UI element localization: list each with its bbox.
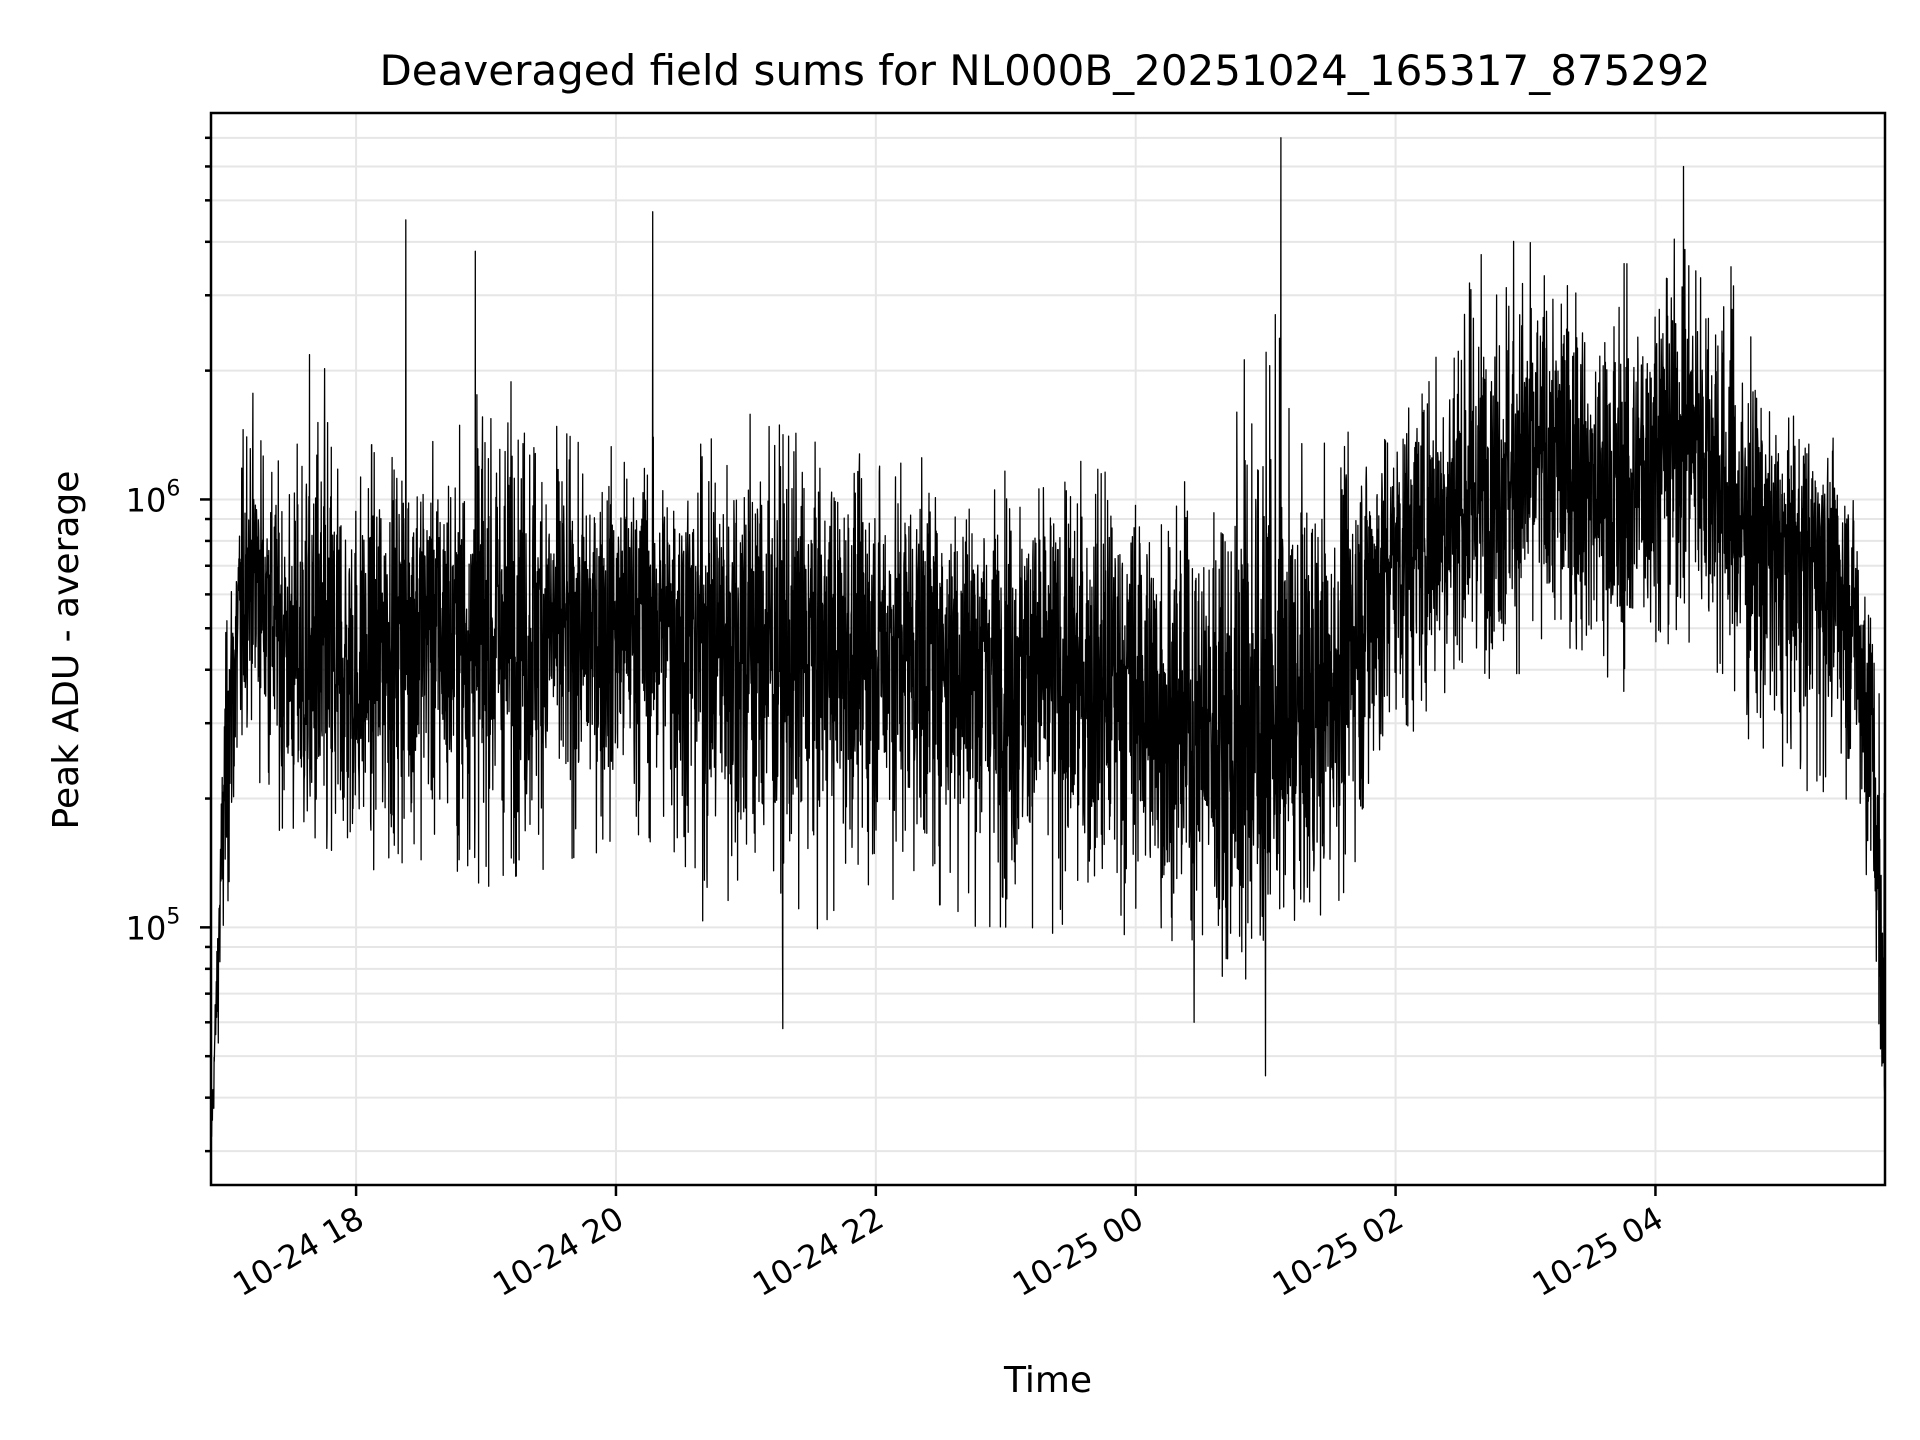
series-line — [210, 137, 1886, 1139]
chart-title: Deaveraged field sums for NL000B_2025102… — [379, 46, 1710, 95]
y-tick-label: 105 — [126, 904, 181, 947]
x-axis-ticks: 10-24 18 10-24 20 10-24 22 10-25 00 10-25 02… — [226, 1185, 1669, 1304]
plot-frame — [209, 111, 1887, 1187]
x-tick-label: 10-25 02 — [1266, 1199, 1410, 1304]
y-tick-label: 106 — [126, 476, 181, 519]
y-axis-label: Peak ADU - average — [46, 471, 87, 830]
x-tick-label: 10-25 04 — [1526, 1199, 1670, 1304]
x-tick-label: 10-24 18 — [226, 1199, 370, 1304]
y-axis-ticks: 105 106 — [126, 136, 211, 1153]
x-tick-label: 10-24 20 — [486, 1199, 630, 1304]
x-tick-label: 10-24 22 — [746, 1199, 890, 1304]
x-tick-label: 10-25 00 — [1006, 1199, 1150, 1304]
series-layer — [210, 137, 1886, 1139]
x-axis-label: Time — [1003, 1360, 1092, 1401]
